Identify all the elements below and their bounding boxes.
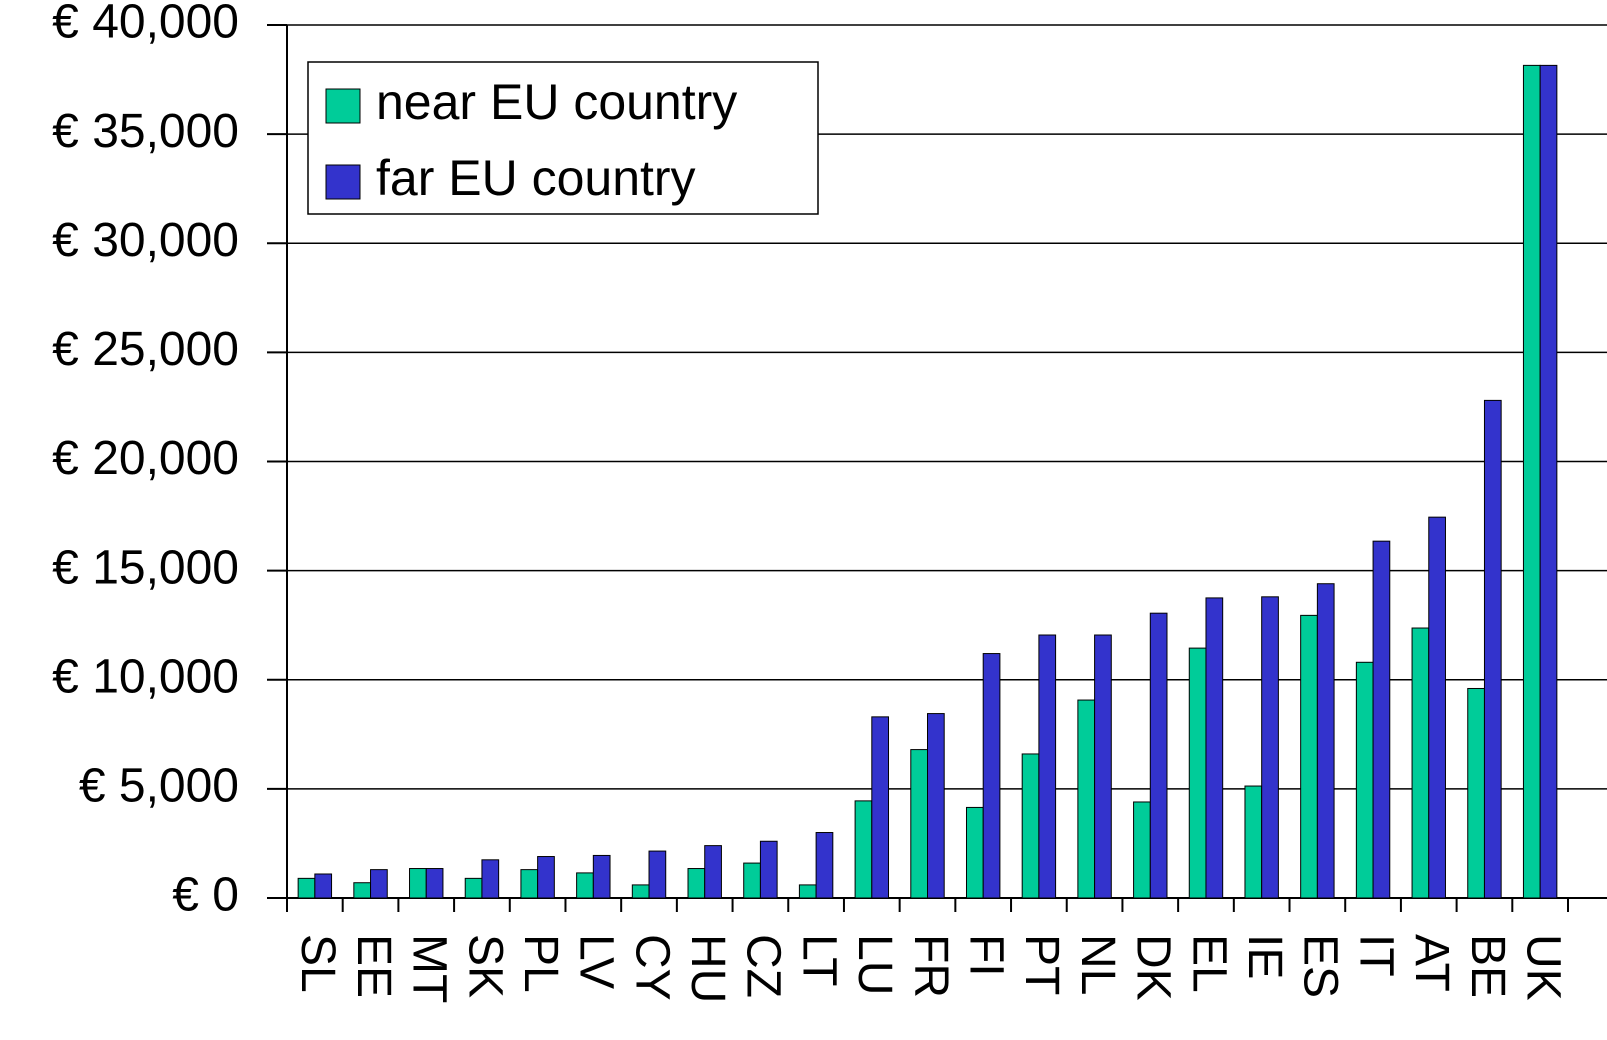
x-tick-label: SK [458,934,511,998]
y-tick-label: € 35,000 [52,105,239,158]
bar [1467,687,1485,899]
x-tick-label: UK [1516,934,1569,1001]
x-tick-label: SL [291,934,344,993]
x-tick-label: HU [681,934,734,1003]
bar [370,869,388,899]
x-tick-label: CZ [737,934,790,998]
bar [1244,785,1263,899]
x-tick-label: DK [1127,934,1180,1001]
bar [1372,540,1391,899]
bar [1539,64,1558,899]
legend-box [307,61,819,215]
legend-label: far EU country [376,150,696,206]
bar [576,872,594,899]
x-tick-label: MT [403,934,456,1003]
x-tick-label: BE [1461,934,1514,998]
y-tick-label: € 30,000 [52,214,239,267]
bar [1483,399,1502,899]
bar [927,713,945,899]
bar [854,800,873,899]
bar [759,840,778,899]
bar [910,749,929,899]
bar [464,877,483,899]
bar [1355,661,1374,899]
bar [425,868,444,899]
x-tick-label: PT [1015,934,1068,995]
x-tick-label: LU [848,934,901,995]
bar [798,884,817,899]
bar [1261,596,1279,899]
bar [1149,612,1168,899]
x-tick-label: PL [514,934,567,993]
bar [1428,516,1446,899]
bar [815,832,834,899]
y-tick-label: € 0 [172,869,239,922]
bar [1411,627,1430,899]
bar [1522,64,1541,899]
y-tick-label: € 10,000 [52,650,239,703]
bar [1094,634,1112,899]
bar [314,873,333,899]
y-tick-label: € 5,000 [79,760,239,813]
bar [648,850,667,899]
bar [592,854,611,899]
x-tick-label: IT [1349,934,1402,977]
legend-label: near EU country [376,74,737,130]
x-tick-label: EE [347,934,400,998]
x-tick-label: ES [1294,934,1347,998]
bar [871,716,890,899]
x-tick-label: FI [960,934,1013,977]
bar [1021,753,1040,899]
x-tick-label: LV [570,934,623,989]
bar [1316,583,1335,899]
bar [1077,699,1096,899]
x-tick-label: FR [904,934,957,998]
bar [704,845,722,899]
x-tick-label: LT [792,934,845,986]
bar [520,869,539,899]
bar [1205,597,1224,899]
y-tick-label: € 20,000 [52,432,239,485]
bar [1038,634,1057,899]
bar [1188,647,1207,899]
bar [297,877,316,899]
x-tick-label: IE [1238,934,1291,979]
x-tick-label: EL [1182,934,1235,993]
bar [409,868,427,899]
bar [965,806,984,899]
x-tick-label: NL [1071,934,1124,995]
bar [982,653,1001,899]
legend-swatch [325,164,361,200]
bar [743,862,761,899]
bar [631,884,650,899]
x-tick-label: CY [625,934,678,1001]
bar [687,868,706,899]
bar [353,882,372,899]
bar [537,856,555,899]
y-tick-label: € 15,000 [52,541,239,594]
bar [1300,614,1318,899]
y-tick-label: € 25,000 [52,323,239,376]
bar [1133,801,1151,899]
x-tick-label: AT [1405,934,1458,992]
bar [481,859,500,899]
y-tick-label: € 40,000 [52,0,239,49]
legend-swatch [325,88,361,124]
